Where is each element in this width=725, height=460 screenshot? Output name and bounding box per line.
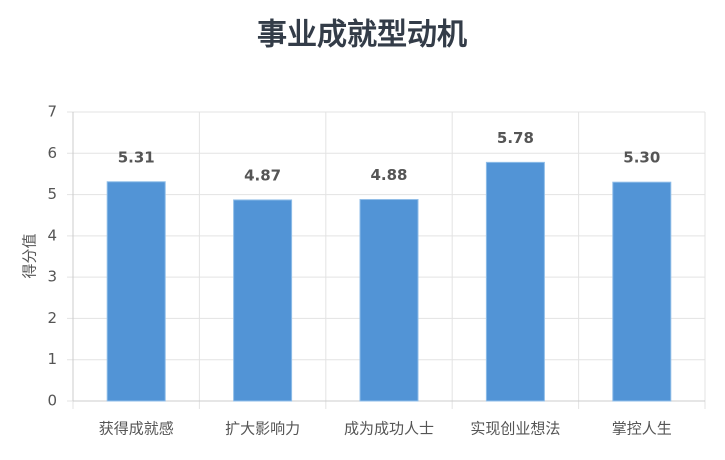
bar bbox=[359, 199, 419, 402]
bar bbox=[106, 181, 166, 402]
value-label: 5.31 bbox=[118, 148, 155, 166]
value-label: 5.78 bbox=[497, 129, 534, 147]
y-axis-label: 得分值 bbox=[21, 233, 39, 278]
value-label: 4.88 bbox=[370, 166, 407, 184]
y-tick-label: 4 bbox=[47, 226, 57, 244]
y-tick-label: 2 bbox=[47, 309, 57, 327]
y-tick-label: 1 bbox=[47, 350, 57, 368]
x-tick-label: 成为成功人士 bbox=[344, 420, 434, 438]
bar bbox=[233, 199, 293, 402]
y-tick-label: 6 bbox=[47, 144, 57, 162]
chart-title: 事业成就型动机 bbox=[257, 18, 467, 53]
y-tick-label: 0 bbox=[47, 392, 57, 410]
bar bbox=[485, 161, 545, 402]
y-tick-label: 7 bbox=[47, 103, 57, 121]
x-tick-label: 实现创业想法 bbox=[470, 420, 560, 438]
value-label: 5.30 bbox=[623, 149, 660, 167]
y-tick-label: 3 bbox=[47, 268, 57, 286]
bar bbox=[612, 181, 672, 402]
x-tick-label: 获得成就感 bbox=[99, 420, 174, 438]
x-tick-label: 扩大影响力 bbox=[225, 420, 300, 438]
x-tick-label: 掌控人生 bbox=[612, 420, 672, 438]
y-tick-label: 5 bbox=[47, 185, 57, 203]
value-label: 4.87 bbox=[244, 166, 281, 184]
